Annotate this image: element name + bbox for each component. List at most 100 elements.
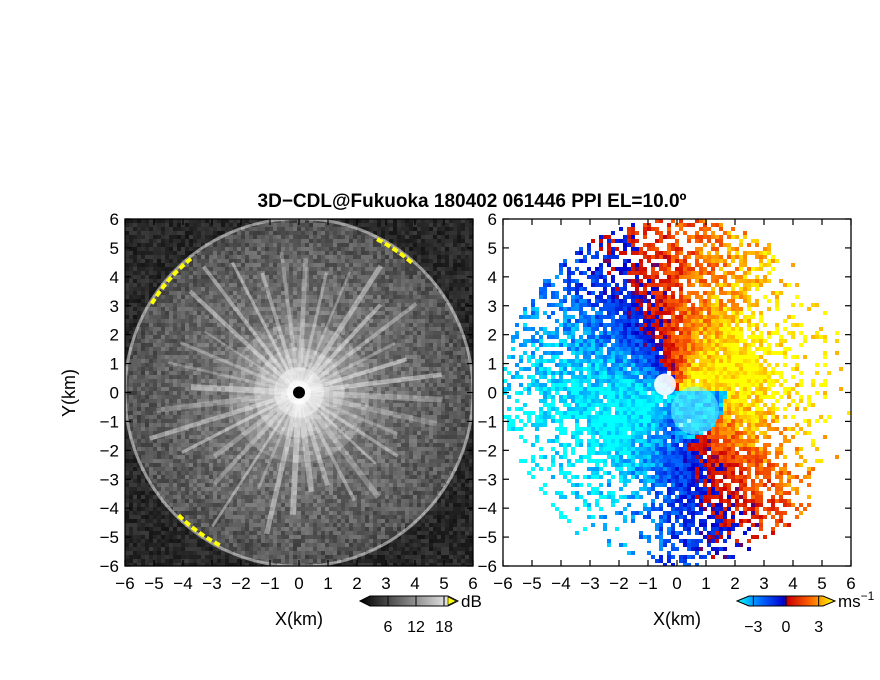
reflectivity-cell (389, 275, 393, 279)
reflectivity-cell (389, 279, 393, 283)
reflectivity-cell (345, 375, 349, 379)
reflectivity-cell (289, 371, 293, 375)
reflectivity-cell (205, 423, 209, 427)
reflectivity-cell (429, 375, 433, 379)
reflectivity-cell (273, 335, 277, 339)
reflectivity-cell (365, 287, 369, 291)
reflectivity-cell (229, 247, 233, 251)
reflectivity-cell (209, 291, 213, 295)
reflectivity-cell (157, 243, 161, 247)
reflectivity-cell (185, 223, 189, 227)
reflectivity-cell (369, 383, 373, 387)
reflectivity-cell (249, 239, 253, 243)
reflectivity-cell (297, 403, 301, 407)
reflectivity-cell (281, 323, 285, 327)
reflectivity-cell (229, 303, 233, 307)
reflectivity-cell (241, 275, 245, 279)
reflectivity-cell (425, 315, 429, 319)
reflectivity-cell (321, 339, 325, 343)
reflectivity-cell (229, 275, 233, 279)
reflectivity-cell (329, 435, 333, 439)
reflectivity-cell (273, 439, 277, 443)
reflectivity-cell (205, 367, 209, 371)
reflectivity-cell (293, 235, 297, 239)
reflectivity-cell (417, 323, 421, 327)
reflectivity-cell (389, 355, 393, 359)
reflectivity-cell (361, 231, 365, 235)
reflectivity-cell (409, 431, 413, 435)
reflectivity-cell (337, 407, 341, 411)
reflectivity-cell (253, 291, 257, 295)
reflectivity-cell (221, 411, 225, 415)
reflectivity-cell (201, 243, 205, 247)
reflectivity-cell (137, 379, 141, 383)
reflectivity-cell (417, 387, 421, 391)
reflectivity-cell (273, 235, 277, 239)
reflectivity-cell (265, 359, 269, 363)
reflectivity-cell (425, 359, 429, 363)
reflectivity-cell (141, 387, 145, 391)
reflectivity-cell (253, 299, 257, 303)
reflectivity-cell (129, 383, 133, 387)
reflectivity-cell (409, 239, 413, 243)
reflectivity-cell (261, 367, 265, 371)
reflectivity-cell (461, 267, 465, 271)
reflectivity-cell (425, 291, 429, 295)
reflectivity-cell (233, 419, 237, 423)
reflectivity-cell (385, 387, 389, 391)
reflectivity-cell (365, 307, 369, 311)
reflectivity-cell (441, 247, 445, 251)
reflectivity-cell (229, 315, 233, 319)
reflectivity-cell (365, 267, 369, 271)
reflectivity-cell (125, 379, 129, 383)
reflectivity-cell (301, 423, 305, 427)
reflectivity-cell (265, 339, 269, 343)
reflectivity-cell (217, 295, 221, 299)
reflectivity-cell (193, 287, 197, 291)
reflectivity-cell (265, 347, 269, 351)
reflectivity-cell (421, 295, 425, 299)
reflectivity-cell (349, 407, 353, 411)
reflectivity-cell (413, 443, 417, 447)
reflectivity-cell (385, 359, 389, 363)
reflectivity-cell (205, 315, 209, 319)
reflectivity-cell (177, 335, 181, 339)
reflectivity-cell (213, 267, 217, 271)
reflectivity-cell (149, 351, 153, 355)
reflectivity-cell (153, 267, 157, 271)
reflectivity-cell (217, 239, 221, 243)
reflectivity-cell (153, 311, 157, 315)
reflectivity-cell (125, 291, 129, 295)
reflectivity-cell (321, 407, 325, 411)
reflectivity-cell (397, 407, 401, 411)
reflectivity-cell (417, 427, 421, 431)
reflectivity-cell (265, 447, 269, 451)
reflectivity-cell (229, 383, 233, 387)
reflectivity-cell (217, 339, 221, 343)
reflectivity-cell (465, 315, 469, 319)
reflectivity-cell (193, 411, 197, 415)
reflectivity-cell (141, 351, 145, 355)
reflectivity-cell (253, 255, 257, 259)
reflectivity-cell (405, 387, 409, 391)
reflectivity-cell (321, 251, 325, 255)
reflectivity-cell (241, 335, 245, 339)
reflectivity-cell (297, 411, 301, 415)
reflectivity-cell (425, 439, 429, 443)
reflectivity-cell (365, 271, 369, 275)
reflectivity-cell (317, 307, 321, 311)
reflectivity-cell (437, 427, 441, 431)
reflectivity-cell (397, 239, 401, 243)
reflectivity-cell (141, 267, 145, 271)
reflectivity-cell (157, 391, 161, 395)
reflectivity-cell (213, 315, 217, 319)
reflectivity-cell (237, 419, 241, 423)
reflectivity-cell (377, 427, 381, 431)
reflectivity-cell (221, 351, 225, 355)
reflectivity-cell (353, 219, 357, 223)
reflectivity-cell (429, 427, 433, 431)
reflectivity-cell (285, 395, 289, 399)
reflectivity-cell (213, 323, 217, 327)
reflectivity-cell (301, 371, 305, 375)
reflectivity-cell (285, 223, 289, 227)
